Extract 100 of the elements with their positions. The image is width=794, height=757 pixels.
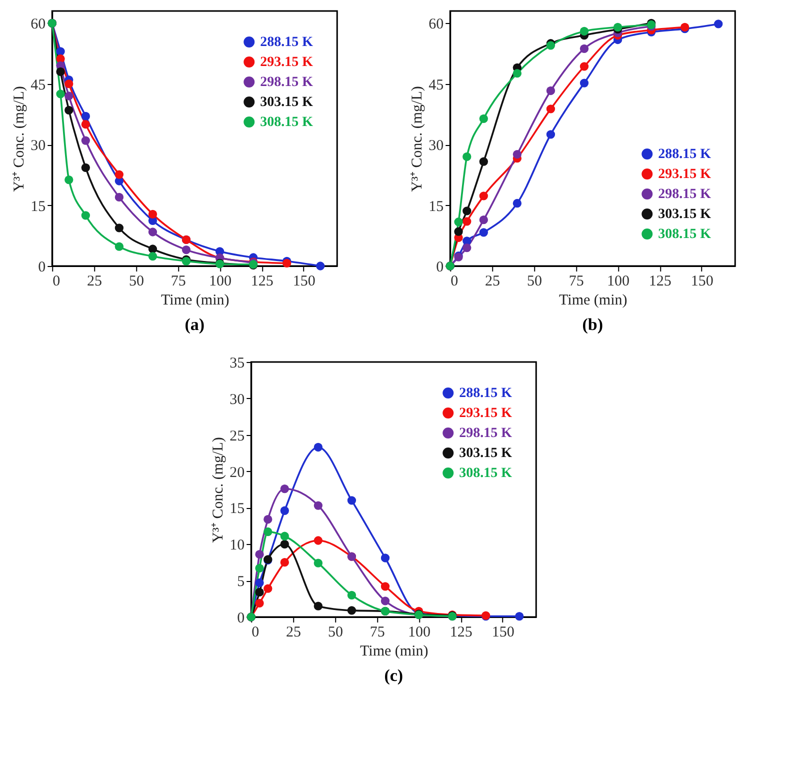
legend-label: 288.15 K — [658, 147, 712, 162]
x-tick-label: 150 — [690, 274, 714, 290]
point — [314, 602, 323, 610]
point — [264, 527, 272, 536]
y-tick-label: 30 — [428, 138, 444, 154]
point — [280, 506, 289, 515]
point — [81, 211, 90, 220]
x-tick-label: 25 — [485, 274, 500, 290]
point — [347, 496, 356, 505]
x-tick-label: 0 — [450, 274, 458, 290]
point — [462, 206, 472, 216]
point — [714, 20, 723, 28]
x-tick-label: 125 — [250, 274, 274, 290]
point — [255, 578, 264, 588]
x-tick-label: 25 — [87, 274, 102, 290]
legend-label: 293.15 K — [459, 406, 512, 421]
point — [255, 598, 264, 608]
point — [64, 106, 74, 114]
point — [81, 136, 90, 145]
point — [580, 26, 589, 36]
y-tick-label: 0 — [436, 260, 444, 276]
point — [479, 114, 488, 123]
point — [347, 606, 356, 615]
point — [255, 588, 264, 597]
point — [347, 590, 356, 600]
point — [280, 532, 289, 540]
y-tick-label: 0 — [38, 260, 46, 276]
y-tick-label: 25 — [230, 428, 245, 444]
x-axis-title: Time (min) — [161, 292, 230, 308]
point — [114, 224, 124, 232]
point — [380, 582, 390, 591]
text: (c) — [384, 666, 404, 685]
x-axis-title: Time (min) — [559, 292, 628, 308]
point — [182, 245, 191, 254]
point — [314, 558, 323, 568]
legend-label: 288.15 K — [459, 386, 512, 401]
point — [380, 554, 390, 562]
legend-label: 298.15 K — [658, 187, 712, 202]
point — [462, 243, 472, 252]
point — [280, 484, 289, 494]
x-tick-label: 75 — [568, 274, 584, 290]
y-tick-label: 15 — [230, 501, 245, 518]
point — [479, 157, 488, 166]
x-tick-label: 50 — [128, 274, 144, 290]
point — [81, 112, 90, 121]
point — [280, 540, 289, 548]
point — [148, 228, 158, 236]
x-tick-label: 100 — [408, 624, 431, 640]
point — [462, 152, 472, 162]
y-tick-label: 5 — [237, 574, 245, 590]
point — [546, 104, 556, 114]
point — [148, 252, 158, 261]
point — [114, 192, 124, 202]
point — [316, 262, 325, 270]
y-axis-title: Y³⁺ Conc. (mg/L) — [12, 86, 28, 192]
point — [148, 210, 158, 219]
legend-label: 298.15 K — [459, 426, 512, 441]
point — [114, 170, 124, 179]
x-tick-label: 50 — [328, 624, 343, 640]
point — [264, 515, 272, 524]
point — [454, 218, 463, 226]
point — [479, 228, 488, 237]
point — [380, 596, 390, 606]
legend-label: 308.15 K — [459, 466, 512, 481]
point — [546, 130, 556, 139]
legend-label: 303.15 K — [459, 446, 512, 461]
x-tick-label: 125 — [648, 274, 672, 290]
y-axis-title: Y³⁺ Conc. (mg/L) — [210, 437, 227, 543]
y-tick-label: 60 — [30, 16, 46, 33]
point — [512, 69, 522, 78]
y-tick-label: 30 — [230, 392, 245, 408]
point — [56, 67, 65, 76]
point — [462, 217, 472, 226]
point — [515, 612, 524, 621]
point — [479, 192, 488, 200]
text: (b) — [582, 315, 604, 334]
y-tick-label: 30 — [30, 138, 46, 154]
point — [148, 244, 158, 254]
legend-label: 293.15 K — [658, 167, 712, 182]
point — [81, 163, 90, 172]
point — [56, 90, 65, 98]
legend-label: 303.15 K — [260, 95, 314, 110]
y-tick-label: 35 — [230, 356, 245, 372]
point — [81, 120, 90, 129]
x-tick-label: 150 — [292, 274, 316, 290]
legend-label: 298.15 K — [260, 75, 314, 90]
y-tick-label: 15 — [428, 198, 444, 215]
point — [255, 550, 264, 559]
point — [512, 150, 522, 159]
legend-label: 303.15 K — [658, 207, 712, 222]
point — [280, 558, 289, 567]
point — [64, 80, 74, 88]
point — [454, 227, 463, 236]
point — [580, 44, 589, 53]
y-axis-title: Y³⁺ Conc. (mg/L) — [410, 86, 426, 192]
point — [264, 584, 272, 593]
point — [580, 78, 589, 88]
x-tick-label: 150 — [492, 624, 514, 640]
y-tick-label: 0 — [237, 610, 245, 626]
point — [546, 86, 556, 96]
